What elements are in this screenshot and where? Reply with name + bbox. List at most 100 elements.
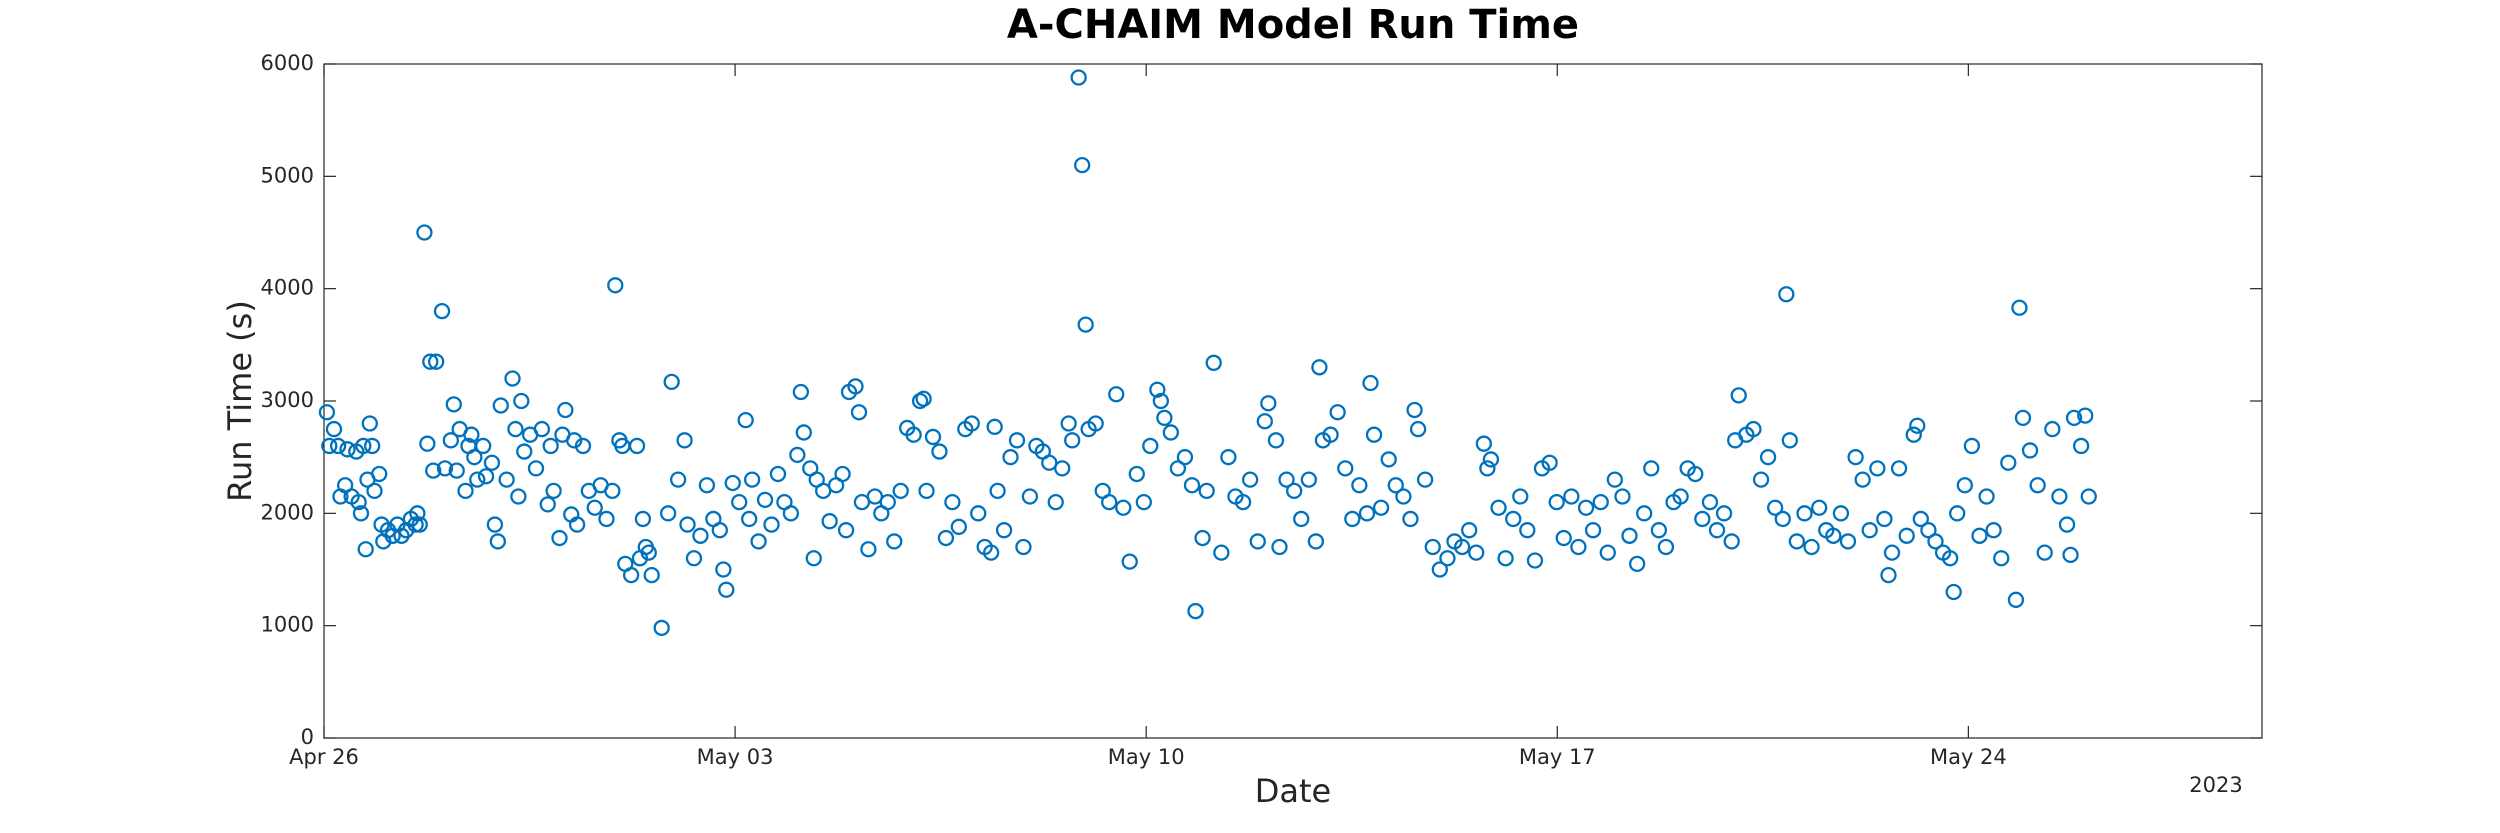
data-point — [604, 482, 621, 500]
data-point — [1372, 499, 1390, 516]
data-point — [1286, 482, 1303, 500]
data-point — [568, 516, 586, 533]
data-point — [1169, 460, 1187, 477]
data-point — [1759, 449, 1777, 466]
data-point — [634, 510, 652, 528]
data-point — [963, 415, 980, 432]
data-point — [1365, 426, 1383, 443]
data-point — [1876, 510, 1893, 528]
data-point — [1985, 522, 2002, 539]
data-point — [1380, 451, 1397, 468]
data-point — [1774, 510, 1791, 528]
data-point — [1920, 522, 1937, 539]
data-point — [1657, 538, 1675, 556]
data-point — [371, 465, 388, 483]
data-point — [1187, 602, 1204, 620]
data-point — [486, 516, 504, 533]
data-point — [1781, 432, 1798, 449]
data-point — [433, 302, 451, 320]
data-point — [628, 437, 646, 455]
data-point — [1993, 550, 2010, 567]
data-point — [1971, 527, 1988, 544]
data-point — [1271, 538, 1288, 556]
data-point — [1077, 316, 1094, 333]
data-point — [1101, 493, 1118, 511]
data-point — [918, 482, 935, 500]
data-point — [1715, 505, 1733, 522]
y-axis-label: Run Time (s) — [221, 300, 259, 502]
data-point — [692, 527, 709, 544]
data-point — [1563, 488, 1580, 505]
data-point — [411, 516, 428, 533]
data-point — [1672, 488, 1689, 505]
data-point — [1074, 156, 1091, 174]
data-point — [357, 541, 374, 558]
data-point — [1890, 460, 1908, 477]
data-point — [1927, 533, 1944, 550]
data-point — [1249, 533, 1266, 550]
data-point — [1267, 432, 1285, 449]
data-point — [607, 277, 624, 294]
data-point — [1041, 454, 1058, 471]
data-point — [1694, 510, 1711, 528]
data-point — [905, 426, 922, 443]
data-point — [986, 418, 1003, 435]
data-point — [937, 529, 955, 547]
data-point — [542, 437, 559, 455]
data-point — [1723, 533, 1740, 550]
data-point — [789, 446, 806, 464]
data-point — [1555, 529, 1572, 547]
data-point — [1482, 451, 1500, 468]
data-point — [1213, 544, 1230, 561]
data-point — [679, 516, 696, 533]
data-point — [982, 544, 1000, 561]
data-point — [1002, 449, 1019, 466]
data-point — [1409, 420, 1427, 438]
data-point — [643, 566, 660, 584]
data-point — [1912, 510, 1929, 528]
data-point — [1234, 493, 1252, 511]
data-point — [1311, 359, 1328, 376]
data-point — [419, 435, 436, 452]
data-point — [1194, 529, 1211, 547]
data-point — [1701, 493, 1719, 511]
data-point — [989, 482, 1006, 500]
y-tick-label: 3000 — [261, 388, 314, 412]
data-point — [527, 460, 545, 477]
data-point — [1570, 538, 1587, 556]
data-point — [1337, 460, 1354, 477]
data-point — [1241, 471, 1259, 488]
data-point — [339, 441, 356, 458]
data-point — [1387, 477, 1404, 494]
y-tick-label: 1000 — [261, 613, 314, 637]
data-point — [1752, 471, 1770, 488]
data-point — [445, 396, 462, 413]
data-point — [1015, 538, 1032, 556]
data-point — [1909, 417, 1926, 434]
data-point — [2044, 420, 2061, 438]
data-point — [1064, 432, 1081, 449]
data-point — [463, 426, 480, 443]
data-point — [1861, 522, 1878, 539]
data-point — [1300, 471, 1318, 488]
data-point — [805, 550, 822, 567]
data-point — [847, 378, 864, 395]
data-point — [551, 529, 568, 547]
data-point — [1905, 426, 1922, 443]
year-label: 2023 — [2189, 773, 2242, 797]
data-point — [1142, 437, 1159, 455]
data-point — [1087, 415, 1104, 432]
data-point — [2000, 454, 2017, 471]
data-point — [2080, 488, 2097, 505]
data-point — [1329, 404, 1346, 421]
data-point — [1490, 499, 1507, 516]
data-point — [586, 499, 603, 516]
data-point — [1825, 527, 1842, 544]
data-point — [1945, 583, 1962, 601]
data-point — [1135, 493, 1152, 511]
data-point — [361, 415, 378, 432]
data-point — [325, 420, 343, 438]
data-point — [1108, 386, 1125, 403]
data-point — [2065, 409, 2083, 427]
data-point — [436, 460, 454, 477]
